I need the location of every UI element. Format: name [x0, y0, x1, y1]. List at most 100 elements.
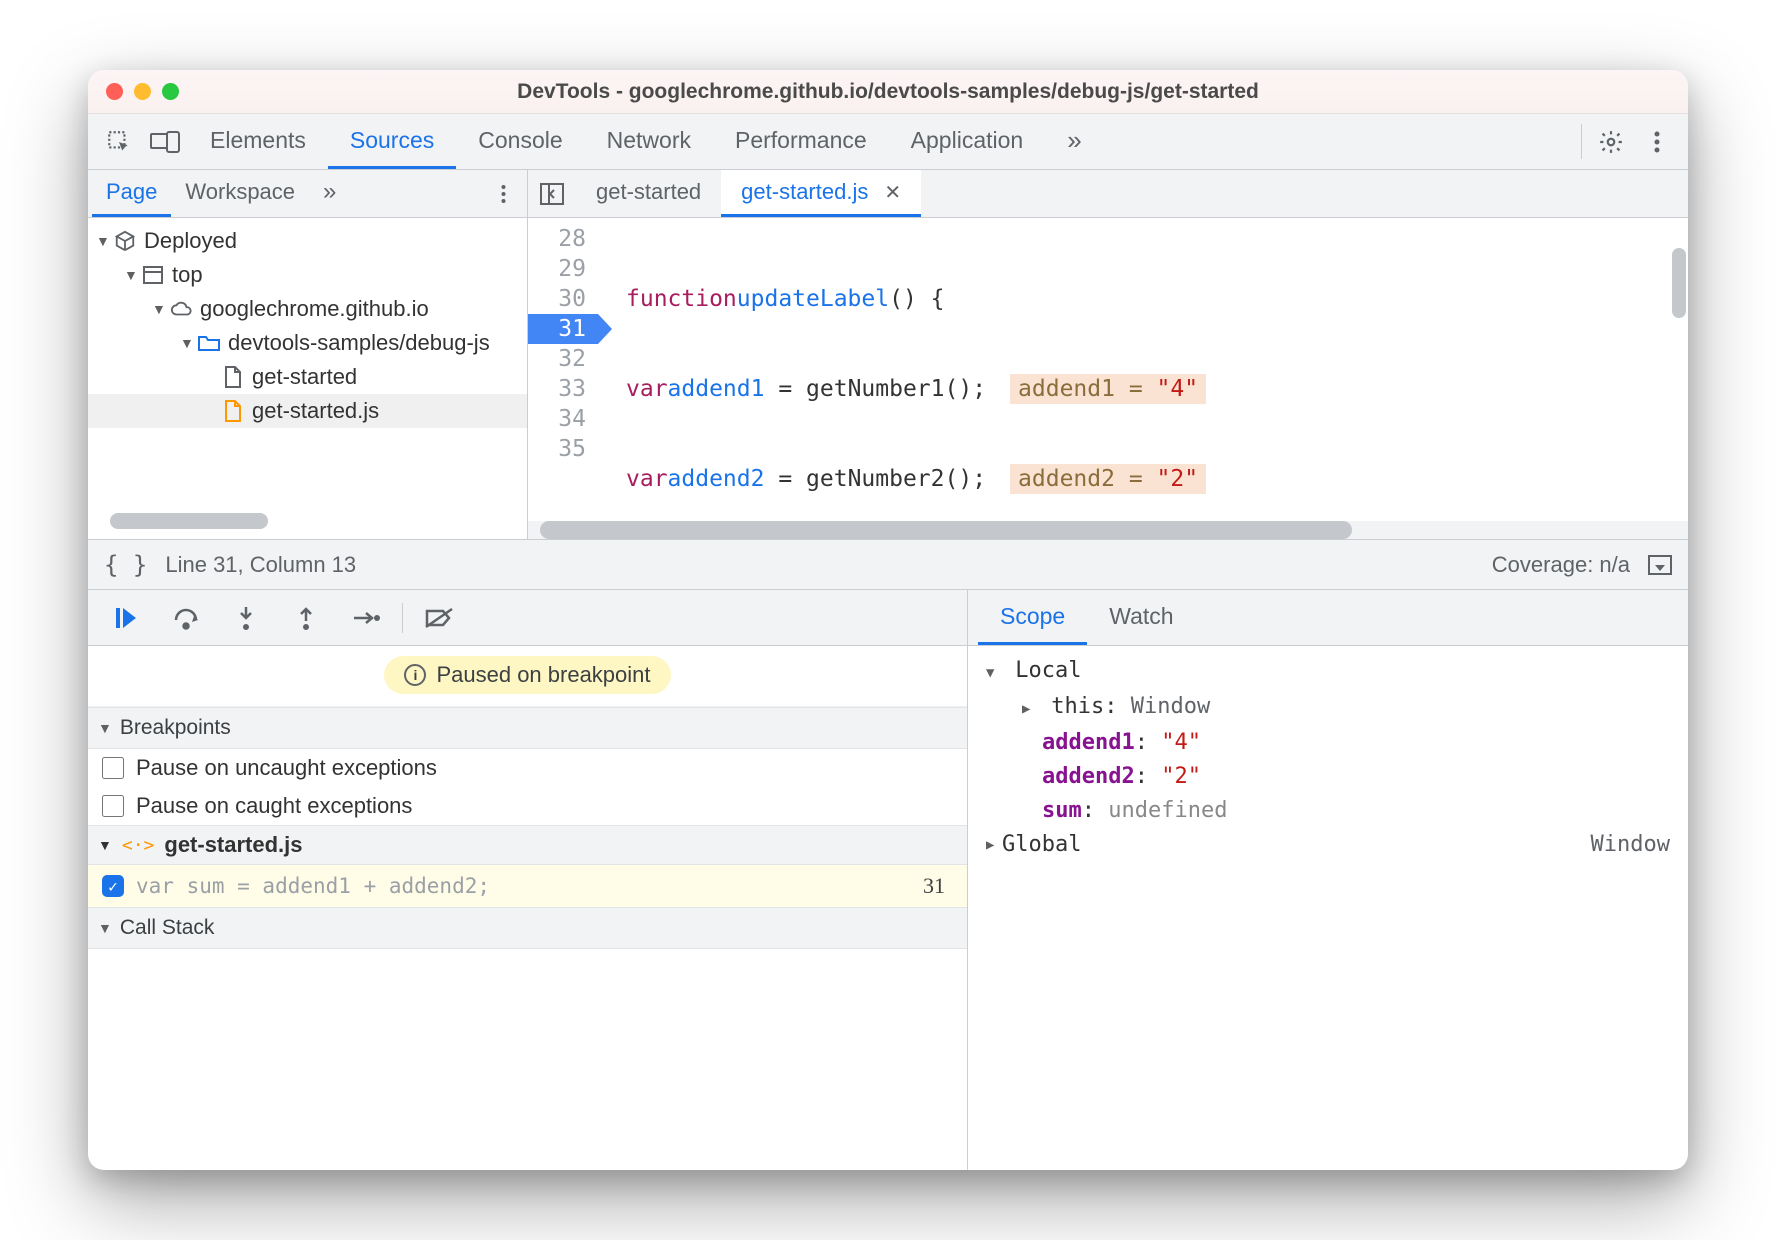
navigator-sidebar: Page Workspace » ▼ Deployed ▼ top	[88, 170, 528, 539]
editor-hscroll[interactable]	[528, 521, 1688, 539]
breakpoints-section-header[interactable]: ▼Breakpoints	[88, 707, 967, 749]
editor-statusbar: { } Line 31, Column 13 Coverage: n/a	[88, 540, 1688, 590]
pause-uncaught-checkbox[interactable]	[102, 757, 124, 779]
step-button[interactable]	[338, 596, 394, 640]
step-over-button[interactable]	[158, 596, 214, 640]
scope-var[interactable]: sum: undefined	[986, 794, 1670, 828]
cube-icon	[114, 230, 136, 252]
inline-value: addend2 = "2"	[1010, 464, 1206, 494]
line-gutter: 2829303132333435	[528, 218, 598, 521]
debugger-controls	[88, 590, 967, 646]
devtools-window: DevTools - googlechrome.github.io/devtoo…	[88, 70, 1688, 1170]
breakpoint-line: 31	[923, 873, 953, 899]
deactivate-breakpoints-button[interactable]	[411, 596, 467, 640]
toggle-navigator-icon[interactable]	[528, 170, 576, 217]
editor-vscroll[interactable]	[1672, 248, 1686, 318]
cloud-icon	[170, 298, 192, 320]
editor-tab-file-js[interactable]: get-started.js ✕	[721, 170, 921, 217]
tree-node-host[interactable]: ▼ googlechrome.github.io	[88, 292, 527, 326]
debugger-panel: i Paused on breakpoint ▼Breakpoints Paus…	[88, 590, 968, 1170]
traffic-lights	[106, 83, 179, 100]
coverage-status: Coverage: n/a	[1492, 552, 1630, 578]
lower-pane: i Paused on breakpoint ▼Breakpoints Paus…	[88, 590, 1688, 1170]
minimize-window-button[interactable]	[134, 83, 151, 100]
tree-label: top	[172, 262, 203, 288]
drawer-toggle-icon[interactable]	[1648, 555, 1672, 575]
tab-elements[interactable]: Elements	[188, 114, 328, 169]
tree-node-file-js[interactable]: get-started.js	[88, 394, 527, 428]
file-icon	[222, 366, 244, 388]
zoom-window-button[interactable]	[162, 83, 179, 100]
tab-application[interactable]: Application	[889, 114, 1046, 169]
tab-network[interactable]: Network	[585, 114, 713, 169]
watch-tab[interactable]: Watch	[1087, 590, 1195, 645]
close-window-button[interactable]	[106, 83, 123, 100]
option-label: Pause on caught exceptions	[136, 793, 412, 819]
editor-tab-label: get-started.js	[741, 179, 868, 205]
pretty-print-icon[interactable]: { }	[104, 551, 147, 579]
script-icon: <·>	[122, 835, 155, 856]
tree-node-file[interactable]: get-started	[88, 360, 527, 394]
tabs-overflow-button[interactable]: »	[1045, 114, 1103, 169]
main-tab-bar: Elements Sources Console Network Perform…	[88, 114, 1688, 170]
callstack-section-header[interactable]: ▼Call Stack	[88, 907, 967, 949]
step-into-button[interactable]	[218, 596, 274, 640]
inspect-element-icon[interactable]	[96, 114, 142, 169]
settings-gear-icon[interactable]	[1588, 114, 1634, 169]
sidebar-kebab-icon[interactable]	[483, 170, 523, 217]
step-out-button[interactable]	[278, 596, 334, 640]
scope-this[interactable]: ▶ this: Window	[986, 690, 1670, 726]
sidebar-tabs-overflow[interactable]: »	[309, 170, 350, 217]
scope-global-header[interactable]: ▶ GlobalWindow	[986, 828, 1670, 862]
tree-node-folder[interactable]: ▼ devtools-samples/debug-js	[88, 326, 527, 360]
folder-icon	[198, 332, 220, 354]
cursor-position: Line 31, Column 13	[165, 552, 356, 578]
breakpoint-checkbox[interactable]: ✓	[102, 875, 124, 897]
breakpoint-file-header[interactable]: ▼ <·> get-started.js	[88, 825, 967, 865]
upper-pane: Page Workspace » ▼ Deployed ▼ top	[88, 170, 1688, 540]
code-editor[interactable]: 2829303132333435 function updateLabel() …	[528, 218, 1688, 521]
option-label: Pause on uncaught exceptions	[136, 755, 437, 781]
code-area[interactable]: function updateLabel() { var addend1 = g…	[598, 218, 1688, 521]
scope-panel: Scope Watch ▼ Local ▶ this: Window adden…	[968, 590, 1688, 1170]
scope-tab[interactable]: Scope	[978, 590, 1087, 645]
editor-tab-file[interactable]: get-started	[576, 170, 721, 217]
sidebar-hscroll[interactable]	[110, 513, 505, 529]
window-icon	[142, 264, 164, 286]
tab-console[interactable]: Console	[456, 114, 584, 169]
titlebar: DevTools - googlechrome.github.io/devtoo…	[88, 70, 1688, 114]
scope-local-header[interactable]: ▼ Local	[986, 654, 1670, 690]
tab-sources[interactable]: Sources	[328, 114, 456, 169]
kebab-menu-icon[interactable]	[1634, 114, 1680, 169]
tree-label: get-started.js	[252, 398, 379, 424]
scope-tree[interactable]: ▼ Local ▶ this: Window addend1: "4" adde…	[968, 646, 1688, 1170]
info-icon: i	[404, 664, 426, 686]
sidebar-tabs: Page Workspace »	[88, 170, 527, 218]
tab-performance[interactable]: Performance	[713, 114, 889, 169]
window-title: DevTools - googlechrome.github.io/devtoo…	[88, 80, 1688, 104]
sidebar-tab-workspace[interactable]: Workspace	[171, 170, 309, 217]
breakpoint-entry[interactable]: ✓ var sum = addend1 + addend2; 31	[88, 865, 967, 907]
pause-uncaught-option[interactable]: Pause on uncaught exceptions	[88, 749, 967, 787]
tree-node-top[interactable]: ▼ top	[88, 258, 527, 292]
scope-tabs: Scope Watch	[968, 590, 1688, 646]
tree-label: googlechrome.github.io	[200, 296, 429, 322]
paused-banner: i Paused on breakpoint	[88, 646, 967, 707]
editor-tabbar: get-started get-started.js ✕	[528, 170, 1688, 218]
sidebar-tab-page[interactable]: Page	[92, 170, 171, 217]
editor-pane: get-started get-started.js ✕ 28293031323…	[528, 170, 1688, 539]
resume-button[interactable]	[98, 596, 154, 640]
file-tree: ▼ Deployed ▼ top ▼ googlechrome.github.i…	[88, 218, 527, 505]
pause-caught-checkbox[interactable]	[102, 795, 124, 817]
scope-var[interactable]: addend2: "2"	[986, 760, 1670, 794]
paused-label: Paused on breakpoint	[436, 662, 650, 688]
tree-node-deployed[interactable]: ▼ Deployed	[88, 224, 527, 258]
scope-var[interactable]: addend1: "4"	[986, 726, 1670, 760]
file-js-icon	[222, 400, 244, 422]
close-tab-icon[interactable]: ✕	[884, 180, 901, 205]
pause-caught-option[interactable]: Pause on caught exceptions	[88, 787, 967, 825]
tree-label: Deployed	[144, 228, 237, 254]
device-toolbar-icon[interactable]	[142, 114, 188, 169]
breakpoint-code: var sum = addend1 + addend2;	[136, 874, 490, 898]
inline-value: addend1 = "4"	[1010, 374, 1206, 404]
